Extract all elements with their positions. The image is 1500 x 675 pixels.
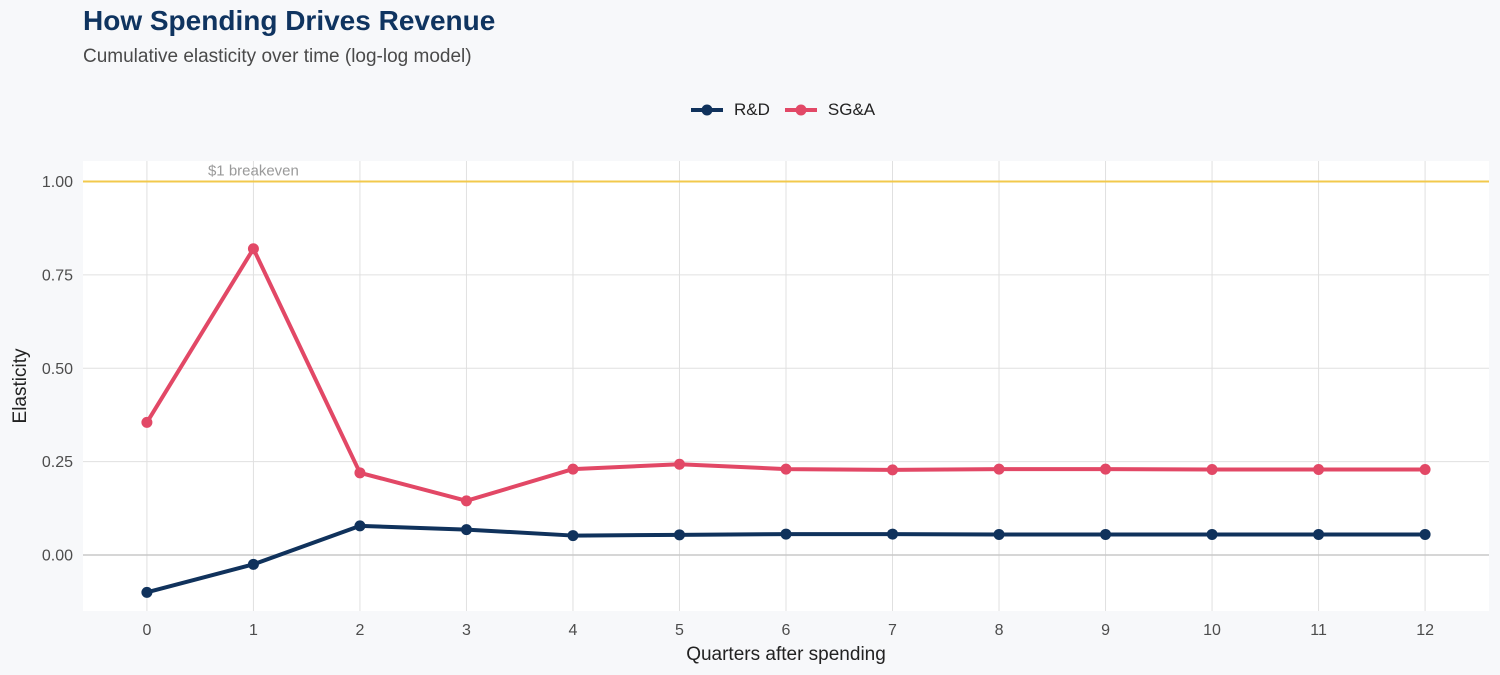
data-point-sga (141, 416, 153, 428)
reference-lines: $1 breakeven (83, 163, 1489, 556)
x-tick-label: 9 (1101, 622, 1110, 639)
data-point-sga (780, 463, 792, 475)
legend: R&D SG&A (690, 99, 875, 121)
x-tick-label: 7 (888, 622, 897, 639)
data-point-rd (567, 530, 579, 542)
data-point-sga (247, 243, 259, 255)
legend-item-rd: R&D (690, 99, 770, 121)
y-axis-ticks: 0.00 0.25 0.50 0.75 1.00 (42, 174, 73, 564)
x-tick-label: 2 (355, 622, 364, 639)
data-point-rd (1100, 528, 1112, 540)
legend-item-sga: SG&A (784, 99, 875, 121)
data-point-rd (460, 524, 472, 536)
x-tick-label: 10 (1203, 622, 1221, 639)
data-point-rd (1313, 528, 1325, 540)
x-tick-label: 8 (995, 622, 1004, 639)
data-point-sga (887, 464, 899, 476)
y-tick-label: 1.00 (42, 174, 73, 191)
data-point-sga (1313, 463, 1325, 475)
data-point-sga (354, 467, 366, 479)
data-point-rd (887, 528, 899, 540)
series-group (141, 243, 1431, 598)
x-tick-label: 4 (569, 622, 578, 639)
x-tick-label: 3 (462, 622, 471, 639)
x-tick-label: 5 (675, 622, 684, 639)
x-tick-label: 6 (782, 622, 791, 639)
data-point-rd (1419, 528, 1431, 540)
y-tick-label: 0.25 (42, 454, 73, 471)
data-point-sga (567, 463, 579, 475)
y-tick-label: 0.75 (42, 267, 73, 284)
y-axis-title: Elasticity (10, 348, 31, 423)
breakeven-label: $1 breakeven (208, 163, 299, 180)
data-point-rd (354, 520, 366, 532)
data-point-sga (460, 495, 472, 507)
x-tick-label: 11 (1310, 622, 1327, 639)
legend-key-sga-icon (784, 104, 817, 116)
data-point-rd (993, 528, 1005, 540)
data-point-sga (1419, 463, 1431, 475)
chart-subtitle: Cumulative elasticity over time (log-log… (83, 46, 472, 67)
x-axis-ticks: 0 1 2 3 4 5 6 7 8 9 10 11 12 (142, 622, 1434, 639)
legend-label-rd: R&D (734, 100, 770, 119)
data-point-rd (247, 558, 259, 570)
x-tick-label: 0 (142, 622, 151, 639)
x-tick-label: 12 (1416, 622, 1434, 639)
data-point-sga (1206, 463, 1218, 475)
data-point-rd (673, 529, 685, 541)
legend-label-sga: SG&A (827, 100, 876, 119)
y-tick-label: 0.00 (42, 547, 73, 564)
chart-title: How Spending Drives Revenue (83, 5, 496, 36)
data-point-rd (1206, 528, 1218, 540)
data-point-sga (673, 458, 685, 470)
data-point-rd (780, 528, 792, 540)
data-point-sga (993, 463, 1005, 475)
legend-key-rd-icon (691, 104, 723, 116)
data-point-rd (141, 586, 153, 598)
x-tick-label: 1 (249, 622, 258, 639)
x-axis-title: Quarters after spending (686, 644, 886, 665)
y-tick-label: 0.50 (42, 361, 73, 378)
data-point-sga (1100, 463, 1112, 475)
